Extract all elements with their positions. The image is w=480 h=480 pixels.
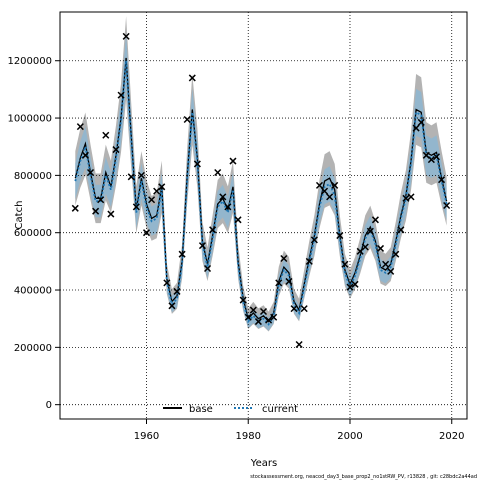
x-axis-title: Years [250,458,277,469]
x-axis: 1960 1980 2000 2020 [134,419,464,442]
observed-point [168,302,176,310]
observed-point [371,216,379,224]
observed-point [254,318,262,326]
observed-point [300,305,308,313]
observed-point [366,227,374,235]
y-tick-label: 400000 [14,286,52,297]
observed-point [321,187,329,195]
observed-point [122,32,130,40]
observed-point [305,257,313,265]
observed-point [397,226,405,234]
y-tick-label: 600000 [14,228,52,239]
observed-point [198,242,206,250]
y-tick-label: 200000 [14,343,52,354]
observed-point [249,306,257,314]
footnote: stockassessment.org, neacod_day3_base_pr… [250,474,477,480]
observed-point [137,171,145,179]
y-tick-label: 0 [46,400,52,411]
observed-point [71,204,79,212]
observed-point [331,181,339,189]
observed-point [315,181,323,189]
observed-point [148,196,156,204]
observed-point [336,232,344,240]
observed-point [280,254,288,263]
observed-point [295,340,303,349]
plot-frame [59,11,468,420]
legend-current-label: current [262,404,298,415]
observed-point [173,287,181,295]
x-tick-label: 2000 [337,431,362,442]
observed-point [259,307,268,316]
observed-point [275,279,283,287]
observed-point [443,201,451,209]
observed-point [117,91,125,99]
observed-point [290,305,298,313]
observed-point [102,131,110,139]
observed-point [188,74,196,82]
observed-point [265,316,273,324]
observed-point [132,203,140,211]
observed-point [234,216,242,224]
observed-point [204,264,212,273]
y-tick-label: 1000000 [7,114,52,125]
confidence-bands [75,16,447,332]
observed-point [382,260,390,268]
observed-point [97,196,105,204]
observed-point [310,236,318,244]
x-tick-label: 2020 [439,431,464,442]
observed-points [71,32,451,349]
series-lines [74,57,448,326]
observed-point [427,156,435,164]
y-tick-label: 1200000 [7,56,52,67]
y-tick-label: 800000 [14,171,52,182]
legend-base-label: base [189,404,213,415]
observed-point [158,183,166,191]
observed-point [183,115,191,124]
observed-point [270,313,278,321]
observed-point [412,124,420,132]
observed-point [193,160,201,168]
current-confidence-band [75,33,447,331]
observed-point [326,193,334,201]
observed-point [438,176,446,184]
observed-point [351,280,359,288]
observed-point [81,151,89,159]
x-tick-label: 1980 [236,431,261,442]
observed-point [214,168,222,177]
observed-point [376,244,385,252]
observed-point [76,123,84,131]
observed-point [387,267,395,275]
observed-point [407,193,415,201]
observed-point [244,313,252,321]
observed-point [402,194,410,202]
grid-lines [60,12,467,419]
observed-point [239,296,247,304]
observed-point [112,146,120,154]
observed-point [361,243,369,251]
observed-point [392,250,400,258]
observed-point [219,193,227,201]
observed-point [224,203,232,211]
observed-point [92,207,100,215]
observed-point [178,250,186,258]
series-base-line [74,57,448,323]
observed-point [107,210,115,218]
observed-point [142,229,151,237]
legend: base current [163,404,298,415]
observed-point [346,283,354,291]
y-axis-title: Catch [14,201,25,230]
observed-point [127,173,135,181]
observed-point [86,168,95,177]
observed-point [163,279,171,287]
observed-point [417,118,425,126]
observed-point [229,157,237,165]
y-axis: 0 200000 400000 600000 800000 1000000 1200000 [7,56,60,411]
base-confidence-band [75,16,447,332]
x-tick-label: 1960 [134,431,159,442]
observed-point [341,260,349,268]
observed-point [285,277,293,285]
observed-point [209,226,217,234]
observed-point [432,153,441,161]
